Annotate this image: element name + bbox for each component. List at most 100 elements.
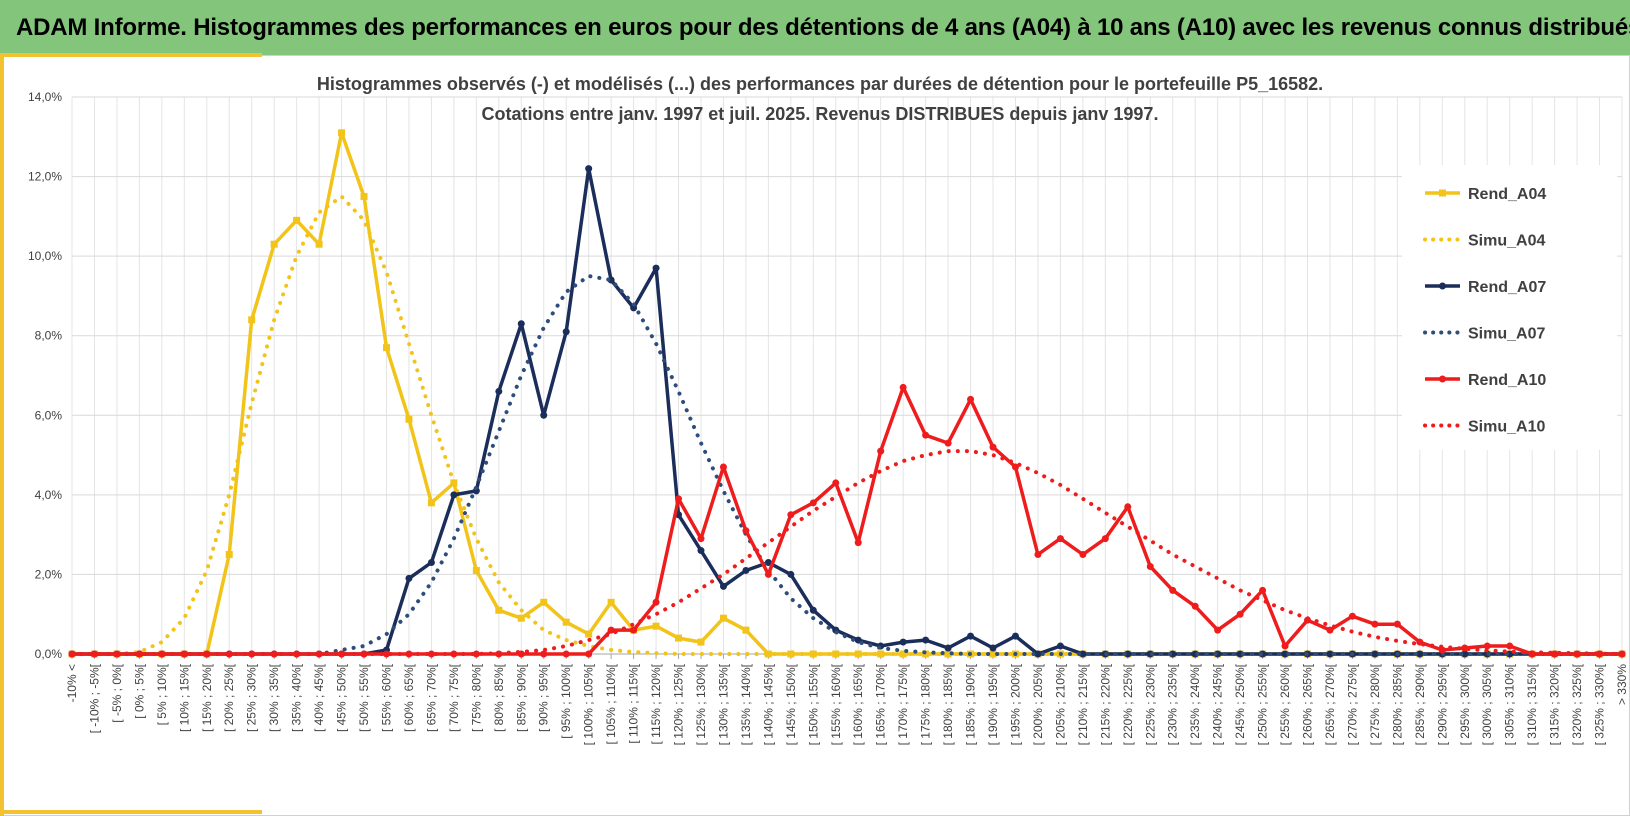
data-point — [427, 499, 435, 507]
data-point — [517, 614, 525, 622]
x-tick-label: [ 245% ; 250%[ — [1233, 663, 1247, 745]
series-Simu_A10 — [70, 449, 1624, 656]
data-point — [1124, 650, 1132, 658]
data-point — [764, 570, 772, 578]
data-point — [1281, 650, 1289, 658]
data-point — [1191, 602, 1199, 610]
data-point — [338, 129, 346, 137]
x-tick-label: [ 15% ; 20%[ — [200, 663, 214, 732]
report-title: ADAM Informe. Histogrammes des performan… — [16, 13, 1630, 41]
data-point — [495, 606, 503, 614]
data-point — [899, 638, 907, 646]
data-point — [562, 618, 570, 626]
legend-label: Rend_A10 — [1468, 372, 1546, 389]
data-point — [180, 650, 188, 658]
x-tick-label: [ 0% ; 5%[ — [132, 663, 146, 718]
x-tick-label: [ 60% ; 65%[ — [402, 663, 416, 732]
data-point — [495, 387, 503, 395]
x-tick-label: [ 20% ; 25%[ — [222, 663, 236, 732]
legend-label: Simu_A04 — [1468, 233, 1545, 250]
data-point — [472, 566, 480, 574]
data-point — [1101, 535, 1109, 543]
data-point — [922, 650, 930, 658]
x-tick-label: [ 120% ; 125%[ — [672, 663, 686, 745]
data-point — [1214, 626, 1222, 634]
accent-bar-left — [0, 53, 4, 816]
x-tick-label: [ 25% ; 30%[ — [245, 663, 259, 732]
data-point — [90, 650, 98, 658]
data-point — [427, 558, 435, 566]
legend-marker — [1439, 189, 1446, 197]
data-point — [607, 626, 615, 634]
x-tick-label: [ 100% ; 105%[ — [582, 663, 596, 745]
data-point — [1169, 586, 1177, 594]
series-line — [70, 274, 1624, 656]
data-point — [1124, 503, 1132, 511]
data-point — [1483, 642, 1491, 650]
series-line — [72, 131, 1622, 656]
data-point — [899, 383, 907, 391]
data-point — [338, 650, 346, 658]
x-tick-label: [ 180% ; 185%[ — [941, 663, 955, 745]
data-point — [675, 495, 683, 503]
data-point — [877, 447, 885, 455]
data-point — [405, 574, 413, 582]
data-point — [967, 632, 975, 640]
x-tick-label: [ 230% ; 235%[ — [1166, 663, 1180, 745]
data-point — [1371, 620, 1379, 628]
x-tick-label: [ -10% ; -5%[ — [87, 663, 101, 733]
x-tick-label: [ 55% ; 60%[ — [379, 663, 393, 732]
legend-item-Simu_A04: Simu_A04 — [1423, 233, 1545, 250]
data-point — [877, 650, 885, 658]
x-tick-label: [ 90% ; 95%[ — [537, 663, 551, 732]
x-tick-label: [ 125% ; 130%[ — [694, 663, 708, 745]
x-tick-label: [ 250% ; 255%[ — [1256, 663, 1270, 745]
data-point — [1056, 642, 1064, 650]
data-point — [382, 650, 390, 658]
x-tick-label: [ 130% ; 135%[ — [716, 663, 730, 745]
data-point — [652, 622, 660, 630]
data-point — [652, 264, 660, 272]
data-point — [697, 547, 705, 555]
data-point — [1506, 642, 1514, 650]
x-tick-label: [ 295% ; 300%[ — [1458, 663, 1472, 745]
data-point — [585, 165, 593, 173]
data-point — [787, 650, 795, 658]
x-tick-label: [ 220% ; 225%[ — [1121, 663, 1135, 745]
data-point — [360, 192, 368, 200]
data-point — [944, 439, 952, 447]
x-tick-label: [ 135% ; 140%[ — [739, 663, 753, 745]
legend-label: Rend_A07 — [1468, 279, 1546, 296]
y-tick-label: 0,0% — [35, 647, 63, 661]
data-point — [1618, 650, 1626, 658]
data-point — [1326, 650, 1334, 658]
x-tick-label: > 330% — [1615, 664, 1629, 705]
x-tick-label: [ 260% ; 265%[ — [1301, 663, 1315, 745]
data-point — [989, 644, 997, 652]
x-tick-label: [ 5% ; 10%[ — [155, 663, 169, 725]
chart-title: Histogrammes observés (-) et modélisés (… — [317, 74, 1323, 94]
series-Rend_A04 — [68, 129, 1626, 658]
y-tick-label: 4,0% — [35, 488, 63, 502]
data-point — [1348, 612, 1356, 620]
data-point — [1146, 562, 1154, 570]
x-tick-label: [ 175% ; 180%[ — [919, 663, 933, 745]
data-point — [719, 582, 727, 590]
data-point — [135, 650, 143, 658]
x-tick-label: [ 65% ; 70%[ — [424, 663, 438, 732]
x-tick-label: [ 270% ; 275%[ — [1345, 663, 1359, 745]
x-tick-label: [ 320% ; 325%[ — [1570, 663, 1584, 745]
data-point — [1461, 650, 1469, 658]
legend-box — [1402, 165, 1617, 450]
data-point — [293, 216, 301, 224]
data-point — [809, 606, 817, 614]
x-tick-label: [ 45% ; 50%[ — [335, 663, 349, 732]
y-tick-label: 8,0% — [35, 329, 63, 343]
data-point — [1056, 535, 1064, 543]
x-tick-label: [ 110% ; 115%[ — [627, 663, 641, 743]
data-point — [742, 527, 750, 535]
data-point — [427, 650, 435, 658]
data-point — [585, 650, 593, 658]
series-Rend_A10 — [68, 383, 1626, 658]
